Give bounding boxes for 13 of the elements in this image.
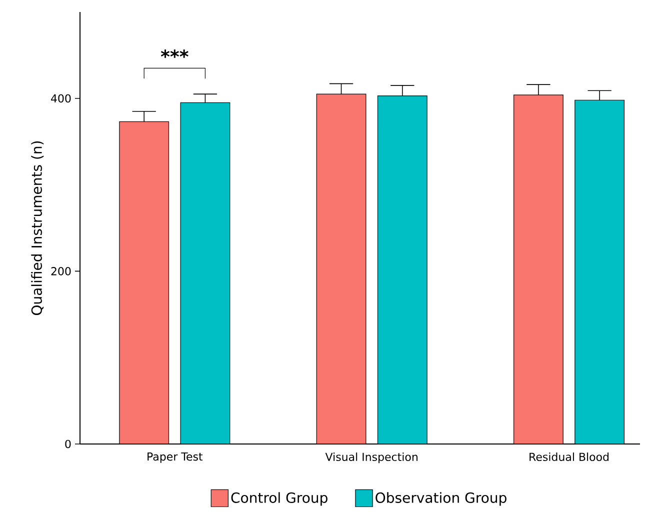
x-tick-label: Paper Test xyxy=(148,452,203,463)
y-axis-title: Qualified Instruments (n) xyxy=(31,141,44,315)
y-tick-label: 400 xyxy=(51,94,71,103)
x-tick-label: Visual Inspection xyxy=(325,452,418,464)
y-tick-label: 0 xyxy=(65,440,71,448)
bar xyxy=(377,96,428,444)
bar xyxy=(180,102,230,444)
legend-label: Observation Group xyxy=(376,492,506,506)
x-tick-label: Residual Blood xyxy=(530,452,609,462)
y-tick-label: 200 xyxy=(51,267,71,276)
annotation: *** xyxy=(160,50,188,58)
legend-label: Control Group xyxy=(231,492,328,506)
bar xyxy=(574,100,625,444)
